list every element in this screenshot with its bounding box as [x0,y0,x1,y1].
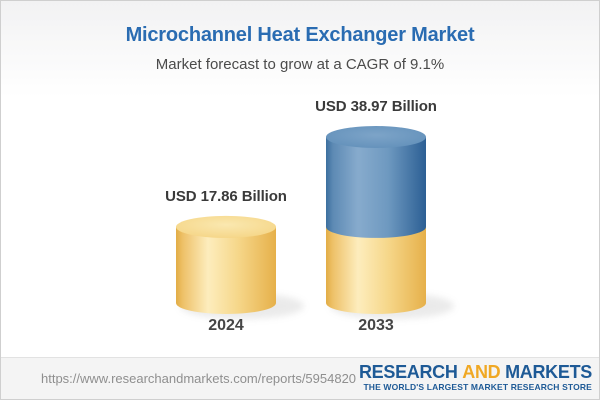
report-url: https://www.researchandmarkets.com/repor… [41,371,357,386]
cylinder-2033 [326,126,426,314]
logo-wordmark: RESEARCH AND MARKETS [359,363,592,381]
logo-word-markets: MARKETS [505,362,592,383]
logo-word-research: RESEARCH [358,362,458,383]
value-label-2033: USD 38.97 Billion [315,98,437,115]
logo-tagline: THE WORLD'S LARGEST MARKET RESEARCH STOR… [363,382,592,393]
category-label-2033: 2033 [358,317,394,334]
page-subtitle: Market forecast to grow at a CAGR of 9.1… [155,56,445,73]
page-title: Microchannel Heat Exchanger Market [125,24,475,46]
footer-bar: https://www.researchandmarkets.com/repor… [1,357,599,399]
category-label-2024: 2024 [208,317,244,334]
research-and-markets-logo: RESEARCH AND MARKETS THE WORLD'S LARGEST… [359,363,592,392]
value-label-2024: USD 17.86 Billion [165,187,287,205]
cylinder-2024 [176,215,276,314]
header-background [1,1,599,97]
logo-word-and: AND [462,362,501,383]
